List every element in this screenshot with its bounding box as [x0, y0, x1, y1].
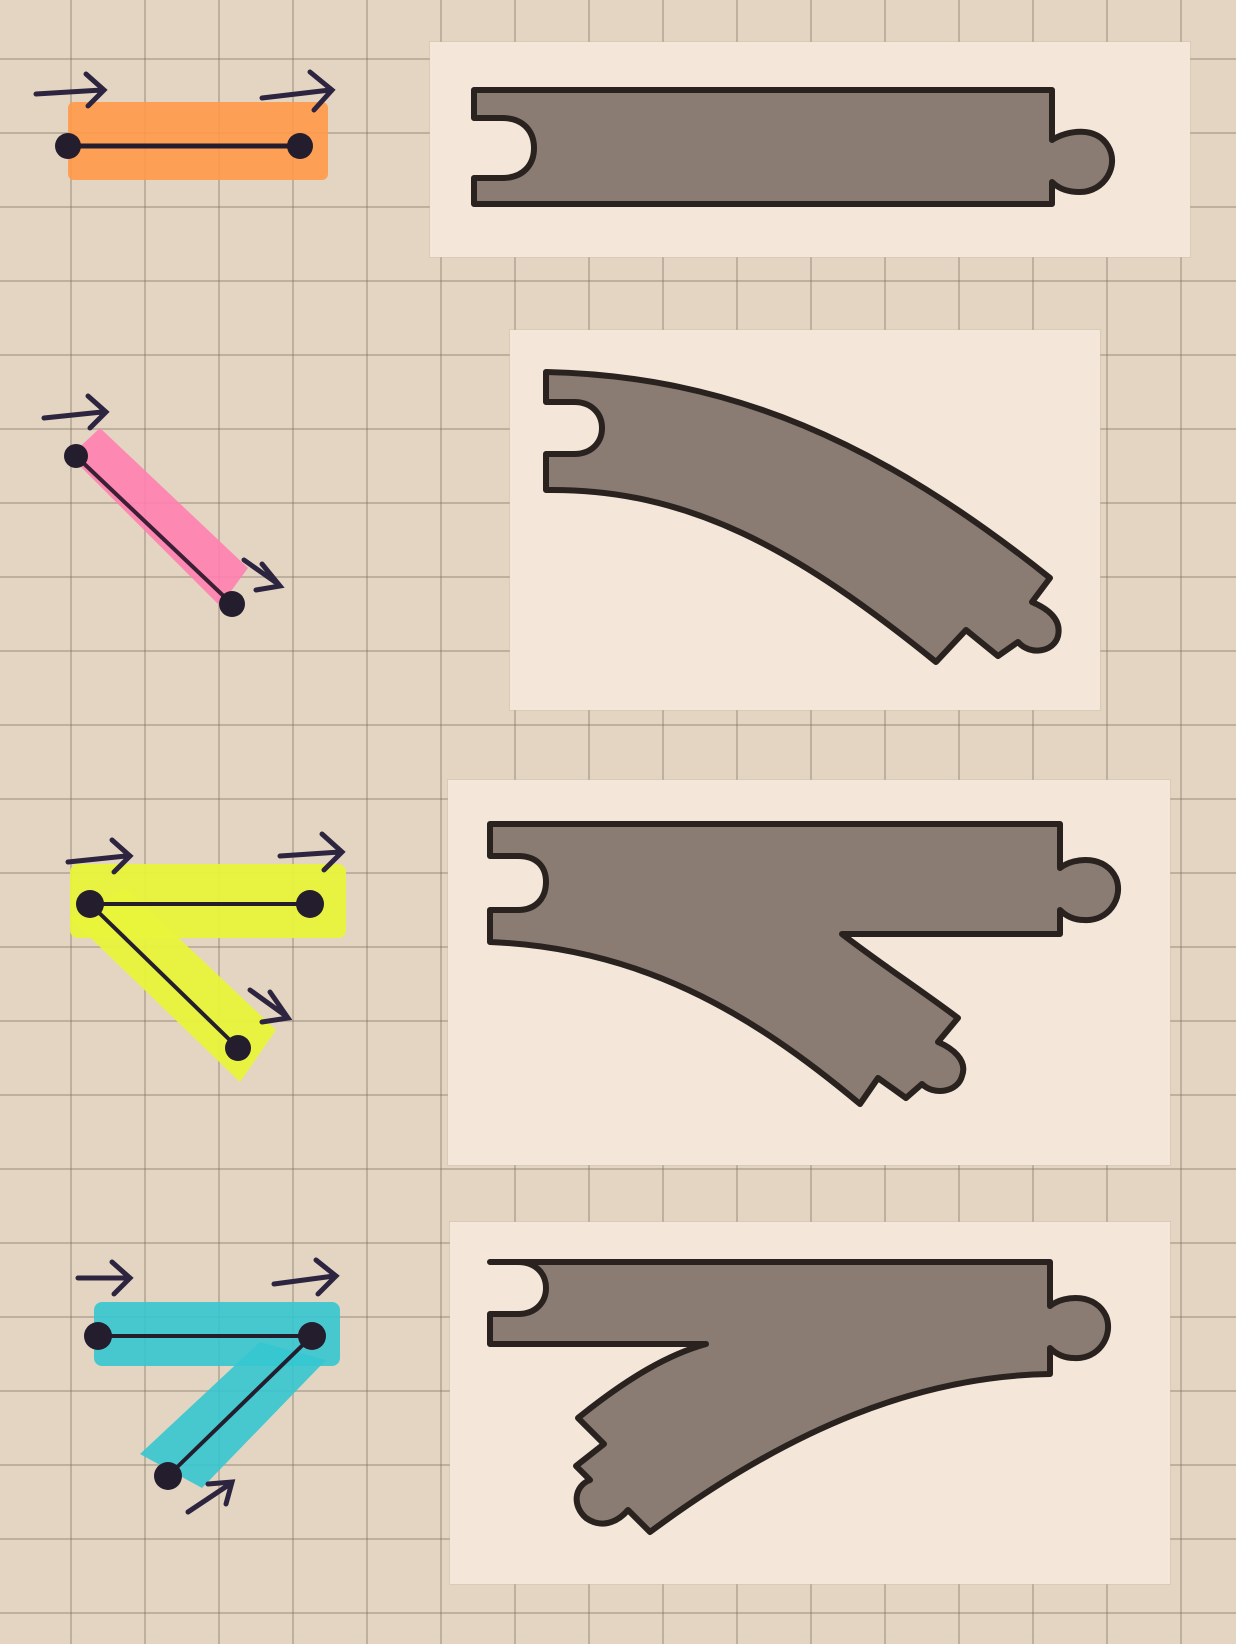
arrow-icon — [271, 1257, 340, 1297]
straight-track-sketch — [20, 40, 350, 210]
arrow-icon — [33, 71, 108, 109]
arrow-icon — [241, 557, 285, 593]
arrow-icon — [185, 1479, 236, 1515]
node-branch — [154, 1462, 182, 1490]
arrow-icon — [75, 1259, 134, 1297]
track-line — [166, 1334, 314, 1478]
arrow-icon — [277, 831, 346, 873]
pink-highlight — [70, 428, 248, 606]
node-end — [296, 890, 324, 918]
switch-track-piece — [487, 821, 1121, 1107]
arrow-icon — [247, 987, 293, 1025]
merge-track-card — [450, 1222, 1170, 1584]
node-end — [287, 133, 313, 159]
node-end — [298, 1322, 326, 1350]
track-line — [88, 902, 240, 1050]
curve-track-sketch — [30, 380, 300, 640]
track-line — [74, 454, 234, 606]
node-branch — [225, 1035, 251, 1061]
arrow-icon — [65, 837, 134, 875]
merge-track-piece — [487, 1259, 1111, 1535]
curve-track-card — [510, 330, 1100, 710]
node-start — [76, 890, 104, 918]
node-end — [219, 591, 245, 617]
node-start — [64, 444, 88, 468]
switch-track-card — [448, 780, 1170, 1165]
straight-track-card — [430, 42, 1190, 257]
switch-track-sketch — [40, 820, 360, 1100]
straight-track-piece — [471, 87, 1116, 207]
curve-track-piece — [543, 369, 1062, 665]
merge-track-sketch — [60, 1250, 360, 1520]
arrow-icon — [259, 69, 336, 113]
node-start — [84, 1322, 112, 1350]
node-start — [55, 133, 81, 159]
orange-highlight — [68, 102, 328, 180]
arrow-icon — [41, 393, 110, 431]
